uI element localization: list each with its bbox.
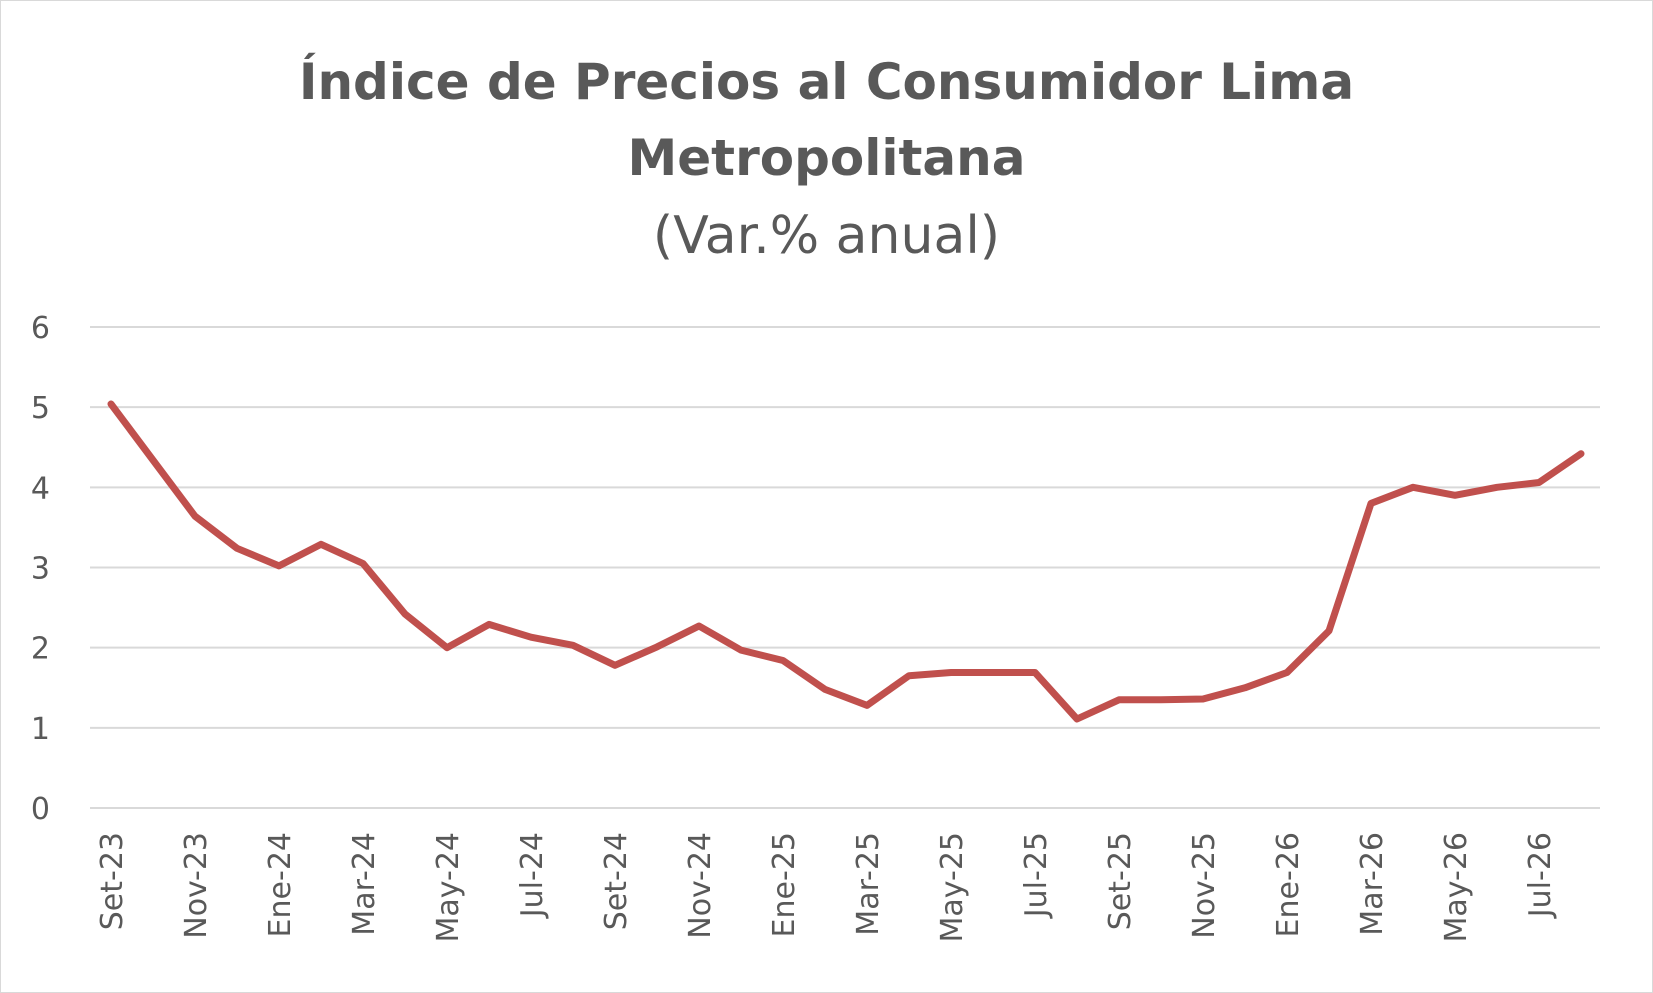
y-tick-label: 6 — [31, 311, 50, 346]
y-tick-label: 3 — [31, 552, 50, 587]
y-tick-label: 5 — [31, 391, 50, 426]
y-axis-ticks: 0 1 2 3 4 5 6 — [31, 311, 50, 827]
chart-subtitle: (Var.% anual) — [652, 206, 1001, 266]
y-tick-label: 1 — [31, 712, 50, 747]
x-tick-label: Set-25 — [1103, 832, 1138, 930]
series-group — [107, 400, 1585, 723]
y-tick-label: 4 — [31, 471, 50, 506]
x-tick-label: May-24 — [431, 832, 466, 943]
x-tick-label: Nov-24 — [683, 832, 718, 939]
x-tick-label: Jul-25 — [1019, 832, 1054, 919]
x-tick-label: Mar-26 — [1355, 832, 1390, 936]
x-tick-label: Jul-24 — [515, 832, 550, 919]
x-tick-label: Set-24 — [599, 832, 634, 930]
gridlines — [90, 326, 1600, 809]
y-tick-label: 0 — [31, 792, 50, 827]
x-tick-label: May-25 — [935, 832, 970, 943]
x-axis-ticks: Set-23 Nov-23 Ene-24 Mar-24 May-24 Jul-24 Set-… — [95, 832, 1558, 943]
x-tick-label: Mar-25 — [851, 832, 886, 936]
x-tick-label: Ene-25 — [767, 832, 802, 937]
x-tick-label: Mar-24 — [347, 832, 382, 936]
x-tick-label: Ene-24 — [263, 832, 298, 937]
x-tick-label: Ene-26 — [1271, 832, 1306, 937]
chart-title-line2: Metropolitana — [627, 129, 1026, 187]
x-tick-label: Nov-25 — [1187, 832, 1222, 939]
x-tick-label: Jul-26 — [1523, 832, 1558, 919]
x-tick-label: Set-23 — [95, 832, 130, 930]
x-tick-label: Nov-23 — [179, 832, 214, 939]
series-line-0 — [107, 400, 1585, 723]
chart-title-line1: Índice de Precios al Consumidor Lima — [298, 53, 1355, 111]
x-tick-label: May-26 — [1439, 832, 1474, 943]
chart-title: Índice de Precios al Consumidor Lima Met… — [0, 44, 1653, 276]
y-tick-label: 2 — [31, 632, 50, 667]
